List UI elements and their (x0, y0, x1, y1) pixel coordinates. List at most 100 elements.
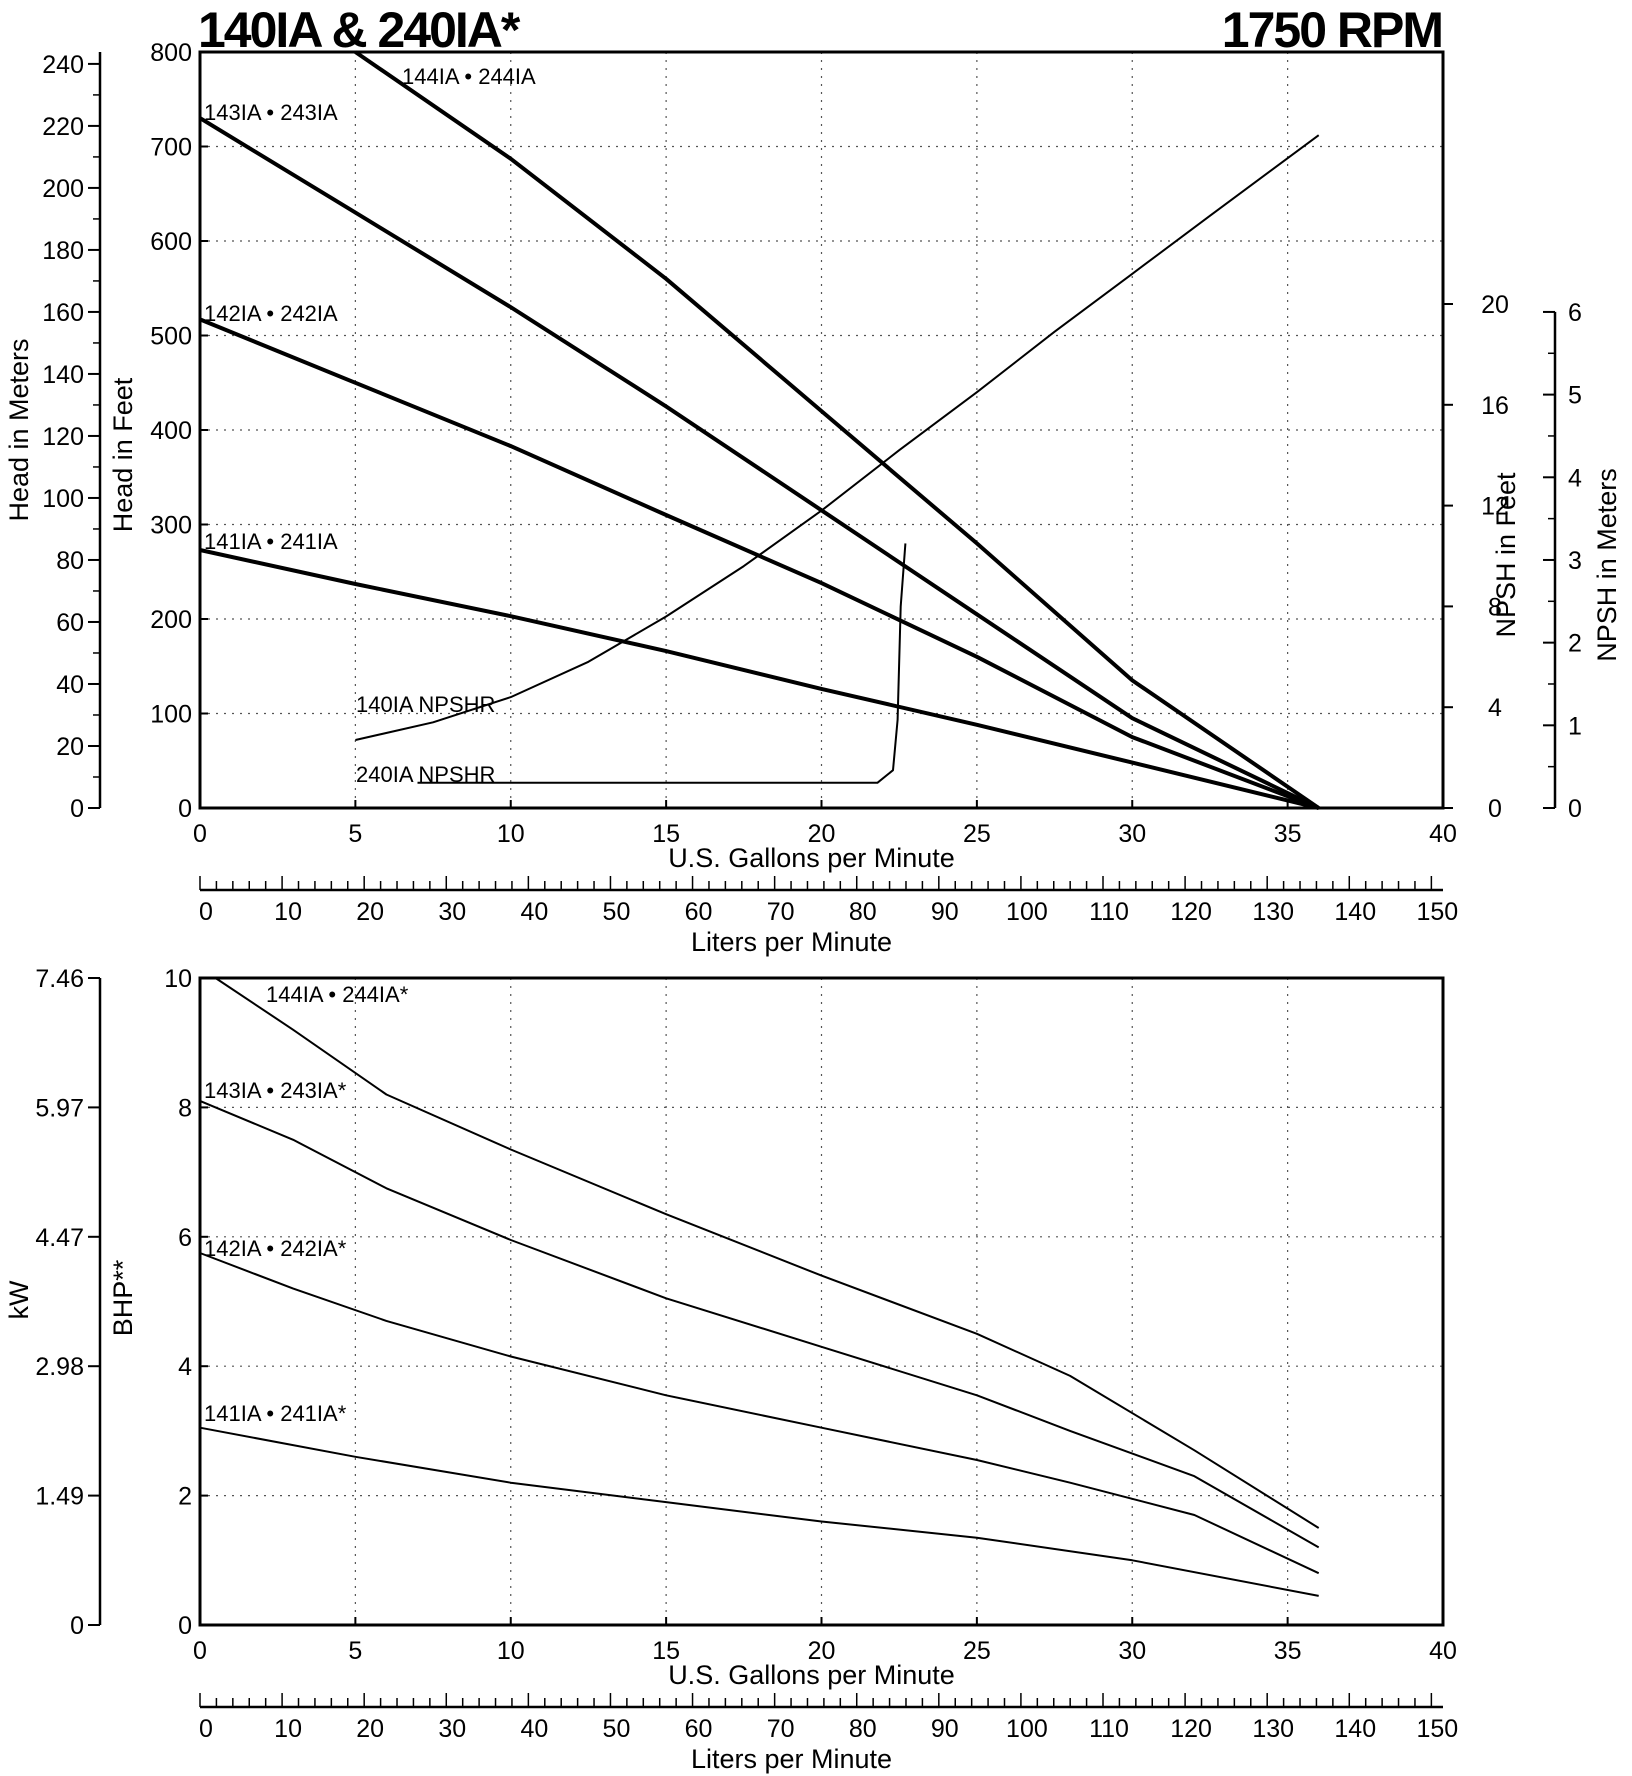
npsh-ft-tick-label: 20 (1481, 291, 1509, 319)
x-tick-label: 35 (1274, 1637, 1302, 1665)
series-line (198, 116, 1320, 810)
series-line (417, 543, 907, 784)
x-tick-label: 5 (348, 1637, 362, 1665)
kw-tick-label: 2.98 (35, 1353, 84, 1381)
npsh-ft-tick-label: 16 (1481, 392, 1509, 420)
meters-tick-label: 180 (42, 237, 84, 265)
y-tick-label: 2 (178, 1483, 192, 1511)
series-line (199, 548, 1320, 810)
lpm-tick-label: 140 (1334, 898, 1376, 926)
lpm-tick-label: 50 (603, 1715, 631, 1743)
series-label: 142IA • 242IA* (204, 1236, 347, 1261)
x-tick-label: 0 (193, 1637, 207, 1665)
lpm-tick-label: 110 (1089, 898, 1129, 926)
x-tick-label: 40 (1429, 1637, 1457, 1665)
lpm-tick-label: 30 (438, 898, 466, 926)
lpm-tick-label: 80 (849, 1715, 877, 1743)
kw-tick-label: 1.49 (35, 1483, 84, 1511)
y-tick-label: 200 (150, 606, 192, 634)
npsh-m-axis-title: NPSH in Meters (1592, 468, 1622, 662)
y-tick-label: 0 (178, 1612, 192, 1640)
lpm-tick-label: 100 (1006, 898, 1048, 926)
npsh-m-tick-label: 3 (1568, 547, 1582, 575)
kw-tick-label: 4.47 (35, 1224, 84, 1252)
meters-tick-label: 220 (42, 113, 84, 141)
x-tick-label: 35 (1274, 820, 1302, 848)
lpm-tick-label: 90 (931, 1715, 959, 1743)
meters-tick-label: 80 (56, 547, 84, 575)
y-tick-label: 800 (150, 39, 192, 67)
npsh-ft-tick-label: 12 (1481, 493, 1509, 521)
x-axis-title: U.S. Gallons per Minute (668, 1660, 955, 1690)
lpm-tick-label: 130 (1252, 898, 1294, 926)
series-label: 141IA • 241IA (204, 529, 338, 554)
series-label: 141IA • 241IA* (204, 1401, 347, 1426)
y-tick-label: 0 (178, 795, 192, 823)
head-capacity-chart: 0 5 10 15 20 25 30 35 40U.S. Gallons per Minute0… (4, 39, 1622, 957)
lpm-tick-label: 10 (274, 1715, 302, 1743)
lpm-tick-label: 20 (356, 898, 384, 926)
meters-tick-label: 240 (42, 51, 84, 79)
lpm-tick-label: 150 (1417, 898, 1459, 926)
lpm-tick-label: 40 (520, 898, 548, 926)
npsh-ft-tick-label: 0 (1488, 795, 1502, 823)
meters-tick-label: 100 (42, 485, 84, 513)
lpm-tick-label: 50 (603, 898, 631, 926)
series-line (355, 134, 1320, 741)
meters-tick-label: 120 (42, 423, 84, 451)
meters-tick-label: 20 (56, 733, 84, 761)
x-axis-title: U.S. Gallons per Minute (668, 843, 955, 873)
brake-horsepower-chart: 0 5 10 15 20 25 30 35 40U.S. Gallons per Minute0… (4, 965, 1458, 1774)
lpm-tick-label: 10 (274, 898, 302, 926)
chart-title: 140IA & 240IA* (198, 2, 520, 58)
meters-tick-label: 200 (42, 175, 84, 203)
series-line (199, 1099, 1320, 1549)
lpm-tick-label: 20 (356, 1715, 384, 1743)
lpm-tick-label: 120 (1170, 1715, 1212, 1743)
lpm-axis-title: Liters per Minute (691, 927, 892, 957)
meters-axis-title: Head in Meters (4, 338, 34, 521)
npsh-ft-tick-label: 4 (1488, 694, 1502, 722)
npsh-ft-tick-label: 8 (1488, 593, 1502, 621)
meters-tick-label: 40 (56, 671, 84, 699)
x-tick-label: 0 (193, 820, 207, 848)
lpm-tick-label: 40 (520, 1715, 548, 1743)
x-tick-label: 20 (808, 1637, 836, 1665)
lpm-tick-label: 100 (1006, 1715, 1048, 1743)
kw-tick-label: 0 (70, 1612, 84, 1640)
lpm-tick-label: 90 (931, 898, 959, 926)
lpm-tick-label: 70 (767, 1715, 795, 1743)
meters-tick-label: 140 (42, 361, 84, 389)
lpm-tick-label: 140 (1334, 1715, 1376, 1743)
npsh-ft-axis-title: NPSH in Feet (1491, 472, 1521, 638)
series-label: 240IA NPSHR (356, 762, 495, 787)
series-line (199, 317, 1320, 810)
kw-tick-label: 7.46 (35, 965, 84, 993)
npsh-m-tick-label: 2 (1568, 630, 1582, 658)
lpm-tick-label: 130 (1252, 1715, 1294, 1743)
x-tick-label: 40 (1429, 820, 1457, 848)
lpm-tick-label: 0 (199, 1715, 213, 1743)
series-label: 143IA • 243IA (204, 100, 338, 125)
npsh-m-tick-label: 0 (1568, 795, 1582, 823)
y-tick-label: 10 (164, 965, 192, 993)
npsh-m-tick-label: 4 (1568, 464, 1582, 492)
series-label: 142IA • 242IA (204, 301, 338, 326)
rpm-label: 1750 RPM (1221, 2, 1444, 58)
npsh-m-tick-label: 5 (1568, 382, 1582, 410)
x-tick-label: 20 (808, 820, 836, 848)
x-tick-label: 15 (652, 1637, 680, 1665)
lpm-tick-label: 120 (1170, 898, 1212, 926)
lpm-axis-title: Liters per Minute (691, 1744, 892, 1774)
x-tick-label: 25 (963, 820, 991, 848)
feet-axis-title: Head in Feet (108, 377, 138, 532)
npsh-m-tick-label: 6 (1568, 299, 1582, 327)
x-tick-label: 10 (497, 820, 525, 848)
x-tick-label: 30 (1118, 1637, 1146, 1665)
series-label: 143IA • 243IA* (204, 1078, 347, 1103)
y-tick-label: 600 (150, 228, 192, 256)
npsh-m-tick-label: 1 (1568, 712, 1582, 740)
x-tick-label: 25 (963, 1637, 991, 1665)
meters-tick-label: 160 (42, 299, 84, 327)
